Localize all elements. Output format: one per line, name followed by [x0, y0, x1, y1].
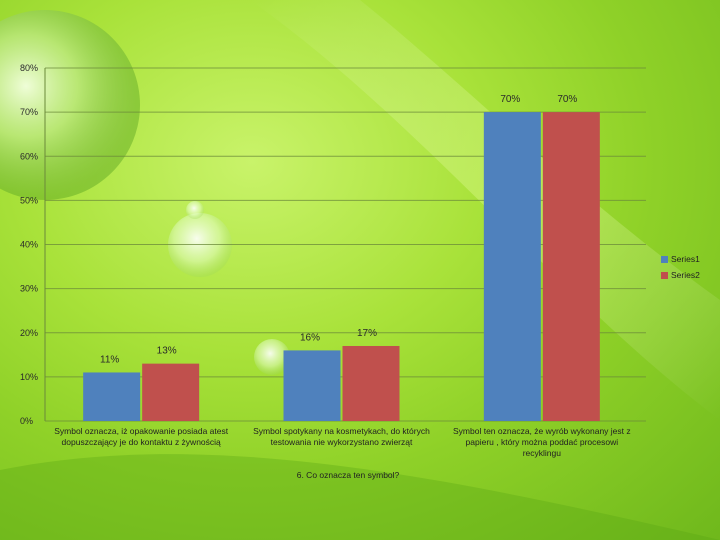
bar-series2-2 [342, 345, 400, 421]
category-label-line: papieru , który można poddać procesowi [466, 437, 619, 447]
y-tick-label: 40% [20, 240, 38, 250]
y-tick-label: 80% [20, 63, 38, 73]
category-label-line: Symbol ten oznacza, że wyrób wykonany je… [453, 426, 631, 436]
legend-label: Series1 [671, 254, 700, 264]
y-tick-label: 10% [20, 372, 38, 382]
data-label: 16% [300, 332, 320, 343]
data-label: 17% [357, 328, 377, 339]
legend-swatch-series1 [661, 256, 668, 263]
category-label: Symbol oznacza, iż opakowanie posiada at… [54, 426, 229, 447]
category-label: Symbol spotykany na kosmetykach, do któr… [253, 426, 430, 447]
category-label-line: Symbol spotykany na kosmetykach, do któr… [253, 426, 430, 436]
data-label: 11% [100, 354, 119, 365]
data-labels: 11% 13% 16% 17% 70% 70% [100, 94, 577, 365]
bar-series1-1 [83, 372, 141, 421]
water-drop [254, 339, 290, 375]
category-label-line: Symbol oznacza, iż opakowanie posiada at… [54, 426, 229, 436]
category-label-line: recyklingu [523, 448, 562, 458]
leaf-highlight [250, 0, 720, 420]
data-label: 13% [157, 346, 177, 357]
legend-label: Series2 [671, 270, 700, 280]
bar-series1-2 [283, 350, 341, 421]
bar-series1-3 [483, 112, 541, 421]
legend-swatch-series2 [661, 272, 668, 279]
bar-series2-1 [142, 363, 200, 421]
y-axis-ticks: 0% 10% 20% 30% 40% 50% 60% 70% 80% [20, 63, 38, 426]
y-tick-label: 20% [20, 328, 38, 338]
bars [83, 112, 600, 421]
bar-series2-3 [542, 112, 600, 421]
y-tick-label: 30% [20, 284, 38, 294]
leaf-highlight-lower [0, 454, 720, 540]
y-tick-label: 60% [20, 151, 38, 161]
legend: Series1 Series2 [661, 254, 700, 280]
y-tick-label: 70% [20, 107, 38, 117]
category-label-line: dopuszczający je do kontaktu z żywnością [62, 437, 221, 447]
category-labels: Symbol oznacza, iż opakowanie posiada at… [54, 426, 630, 458]
data-label: 70% [500, 94, 520, 105]
y-tick-label: 0% [20, 416, 33, 426]
y-tick-label: 50% [20, 195, 38, 205]
water-drop [186, 201, 204, 219]
globe-decoration [0, 10, 140, 200]
x-axis-title: 6. Co oznacza ten symbol? [297, 470, 400, 480]
data-label: 70% [557, 94, 577, 105]
category-label: Symbol ten oznacza, że wyrób wykonany je… [453, 426, 631, 458]
category-label-line: testowania nie wykorzystano zwierząt [271, 437, 413, 447]
